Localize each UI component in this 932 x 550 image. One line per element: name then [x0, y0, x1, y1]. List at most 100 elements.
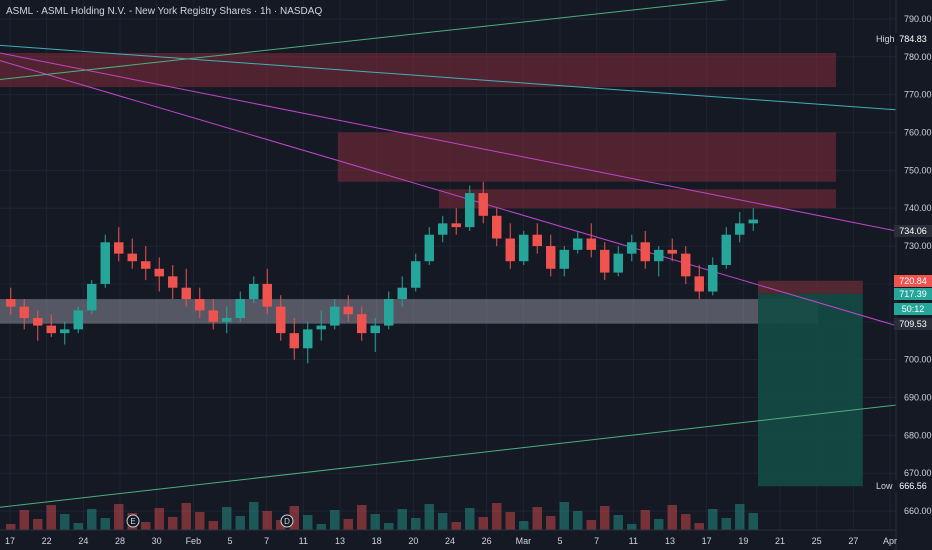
volume-bar — [6, 524, 16, 530]
volume-bar — [33, 519, 43, 530]
price-label-prefix: High — [876, 33, 895, 44]
candle-body — [73, 310, 83, 330]
volume-bar — [492, 503, 502, 530]
volume-bar — [519, 521, 529, 530]
candle-body — [87, 283, 97, 311]
volume-bar — [370, 514, 380, 530]
green-trendline-bottom — [0, 404, 897, 508]
volume-bar — [654, 519, 664, 530]
candle-body — [127, 253, 137, 262]
candle-body — [330, 306, 340, 326]
candle-body — [6, 299, 16, 307]
volume-bar — [195, 512, 205, 530]
candle-body — [357, 314, 367, 334]
candle-body — [249, 283, 259, 300]
x-tick-label: 11 — [299, 536, 308, 546]
x-tick-label: 25 — [812, 536, 822, 546]
volume-bar — [600, 506, 610, 530]
volume-bar — [19, 510, 29, 530]
y-tick-label: 760.00 — [904, 128, 932, 138]
candle-body — [33, 318, 43, 326]
y-tick-label: 670.00 — [904, 468, 932, 478]
teal-trendline — [0, 44, 897, 111]
volume-bar — [168, 517, 178, 530]
candle-body — [478, 193, 488, 216]
candle-body — [60, 329, 70, 334]
volume-bar — [276, 520, 286, 530]
candle-body — [627, 242, 637, 254]
candle-body — [559, 249, 569, 269]
candle-body — [640, 242, 650, 262]
candle-body — [46, 325, 56, 334]
volume-bar — [262, 511, 272, 530]
volume-bar — [451, 522, 461, 530]
candle-body — [222, 318, 232, 322]
candle-body — [411, 261, 421, 288]
candle-body — [181, 287, 191, 300]
volume-bar — [87, 509, 97, 530]
resistance-zone-1 — [0, 53, 836, 88]
volume-bar — [735, 504, 745, 530]
volume-bar — [721, 518, 731, 530]
candle-body — [600, 249, 610, 273]
volume-bar — [181, 503, 191, 530]
magenta-trendline-1 — [0, 52, 897, 232]
candle-body — [208, 310, 218, 322]
y-tick-label: 680.00 — [904, 430, 932, 440]
volume-bar — [141, 522, 151, 530]
candle-body — [721, 234, 731, 265]
x-tick-label: 17 — [5, 536, 15, 546]
volume-bar — [640, 510, 650, 530]
volume-bar — [384, 523, 394, 530]
price-label: 709.53 — [894, 317, 932, 330]
candle-body — [424, 234, 434, 262]
candle-body — [262, 283, 272, 307]
event-marker-label: D — [284, 517, 290, 526]
price-label: 50:12 — [894, 302, 932, 315]
candle-body — [343, 306, 353, 315]
x-tick-label: 28 — [115, 536, 125, 546]
candle-body — [613, 253, 623, 273]
volume-bar — [613, 515, 623, 530]
y-tick-label: 690.00 — [904, 393, 932, 403]
volume-bar — [316, 524, 326, 530]
x-tick-label: 20 — [408, 536, 418, 546]
x-tick-label: 24 — [445, 536, 455, 546]
y-tick-label: 740.00 — [904, 203, 932, 213]
volume-bar — [424, 504, 434, 530]
price-label: 717.39 — [894, 287, 932, 300]
y-tick-label: 660.00 — [904, 506, 932, 516]
candle-body — [519, 234, 529, 262]
y-tick-label: 780.00 — [904, 52, 932, 62]
candle-body — [681, 253, 691, 277]
y-tick-label: 770.00 — [904, 90, 932, 100]
candle-body — [384, 299, 394, 326]
candle-body — [154, 268, 164, 277]
x-tick-label: 18 — [372, 536, 382, 546]
magenta-trendline-2 — [0, 60, 897, 327]
price-label-prefix: Low — [876, 481, 893, 492]
volume-bar — [343, 519, 353, 530]
volume-bar — [114, 504, 124, 530]
candle-body — [748, 219, 758, 224]
y-tick-label: 790.00 — [904, 14, 932, 24]
support-zone — [0, 299, 819, 324]
resistance-zone-2 — [337, 132, 836, 182]
resistance-zone-3 — [439, 189, 836, 209]
volume-bar — [681, 514, 691, 530]
x-tick-label: 27 — [848, 536, 858, 546]
price-label: 784.83 — [894, 32, 932, 45]
candle-body — [667, 249, 677, 254]
x-tick-label: 26 — [482, 536, 492, 546]
candle-body — [195, 299, 205, 311]
candle-body — [735, 223, 745, 235]
candle-body — [546, 246, 556, 269]
candle-body — [465, 193, 475, 228]
y-tick-label: 700.00 — [904, 355, 932, 365]
candle-body — [708, 265, 718, 292]
volume-bar — [60, 514, 70, 530]
x-tick-label: Mar — [516, 536, 532, 546]
x-tick-label: 22 — [42, 536, 52, 546]
